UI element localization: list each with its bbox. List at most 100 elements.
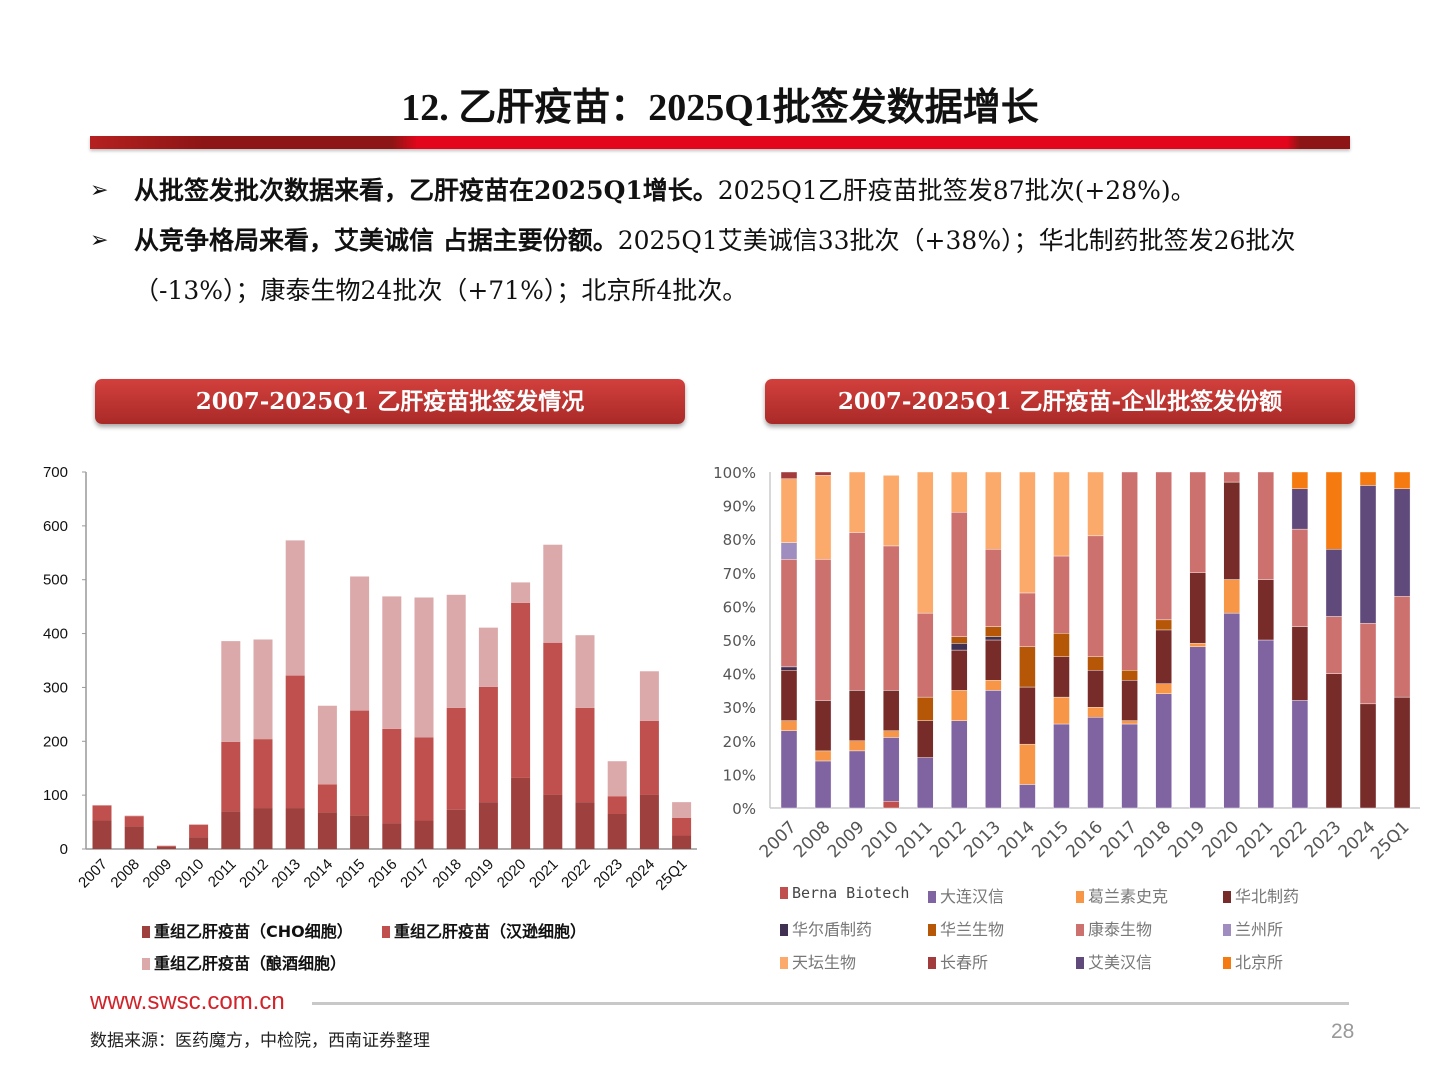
- bar-segment-2013-1: [985, 690, 1002, 809]
- bar-segment-2016-5: [1087, 656, 1104, 671]
- legend-swatch: [142, 958, 150, 970]
- bar-segment-2017-1: [1121, 723, 1138, 809]
- legend-item: 兰州所: [1223, 916, 1283, 940]
- x-tick-label: 2007: [75, 856, 111, 892]
- x-tick-label: 2008: [107, 856, 143, 892]
- bar-segment-25Q1-3: [1393, 696, 1411, 809]
- bar-segment-2008-2: [124, 815, 144, 817]
- bar-segment-2013-4: [985, 636, 1002, 641]
- bar-segment-2008-6: [814, 559, 832, 701]
- bar-segment-2018-1: [446, 707, 466, 810]
- legend-swatch: [142, 926, 150, 938]
- bar-segment-2017-6: [1121, 471, 1138, 671]
- x-tick-label: 2015: [333, 856, 369, 892]
- bar-segment-2009-6: [848, 532, 866, 691]
- bar-segment-2007-1: [780, 730, 798, 809]
- x-tick-label: 2010: [172, 856, 208, 892]
- bar-segment-2014-0: [317, 812, 337, 849]
- bar-segment-2015-5: [1053, 633, 1070, 658]
- bar-segment-2023-1: [607, 796, 627, 814]
- x-tick-label: 2017: [397, 856, 433, 892]
- bar-segment-2024-2: [639, 671, 659, 721]
- y-tick-label: 10%: [723, 766, 756, 784]
- legend-swatch: [1076, 924, 1084, 936]
- y-tick-label: 600: [43, 518, 68, 535]
- bar-segment-2017-3: [1121, 680, 1138, 721]
- bar-segment-2016-0: [382, 823, 402, 849]
- bar-segment-2019-2: [478, 627, 498, 687]
- bar-segment-2013-0: [285, 808, 305, 849]
- x-tick-label: 2012: [236, 856, 272, 892]
- bar-segment-2007-8: [780, 478, 798, 543]
- title-divider-bar: [90, 136, 1350, 149]
- bar-segment-2020-1: [1223, 612, 1240, 809]
- bar-segment-2012-0: [253, 808, 273, 849]
- bar-segment-2013-2: [985, 680, 1002, 691]
- legend-label: 华兰生物: [940, 920, 1005, 939]
- bar-segment-2009-1: [156, 845, 176, 847]
- x-tick-label: 2021: [1233, 817, 1278, 862]
- bullet-1-text: 2025Q1乙肝疫苗批签发87批次(+28%)。: [717, 176, 1196, 205]
- legend-item: Berna Biotech: [780, 883, 909, 902]
- bar-segment-2014-6: [1019, 592, 1036, 647]
- y-tick-label: 70%: [723, 565, 756, 583]
- bar-segment-25Q1-10: [1393, 488, 1411, 597]
- y-tick-label: 90%: [723, 498, 756, 516]
- x-tick-label: 2016: [365, 856, 401, 892]
- bar-segment-2017-5: [1121, 670, 1138, 681]
- bar-segment-25Q1-1: [672, 817, 692, 836]
- legend-label: 重组乙肝疫苗（酿酒细胞）: [154, 954, 347, 973]
- x-tick-label: 2018: [429, 856, 465, 892]
- x-tick-label: 2017: [1096, 817, 1141, 862]
- bar-segment-2011-1: [917, 757, 934, 809]
- y-tick-label: 40%: [723, 666, 756, 684]
- bar-segment-2016-1: [1087, 717, 1104, 809]
- bar-segment-2020-6: [1223, 471, 1240, 483]
- website-url[interactable]: www.swsc.com.cn: [90, 988, 285, 1015]
- legend-label: 华北制药: [1235, 887, 1300, 906]
- bar-segment-2023-11: [1325, 471, 1343, 550]
- y-tick-label: 80%: [723, 531, 756, 549]
- legend-item: 天坛生物: [780, 949, 856, 973]
- bar-segment-2011-6: [917, 612, 934, 698]
- bar-segment-2024-6: [1359, 623, 1377, 705]
- bar-segment-2023-6: [1325, 616, 1343, 674]
- bar-segment-2021-1: [543, 642, 563, 795]
- bar-segment-2016-2: [382, 596, 402, 729]
- legend-swatch: [780, 887, 788, 899]
- x-tick-label: 2018: [1130, 817, 1175, 862]
- x-tick-label: 2009: [824, 817, 869, 862]
- bar-segment-2011-2: [221, 641, 241, 742]
- x-tick-label: 2013: [268, 856, 304, 892]
- legend-swatch: [1223, 924, 1231, 936]
- bar-segment-2020-2: [1223, 579, 1240, 614]
- legend-swatch: [780, 924, 788, 936]
- bar-segment-2021-0: [543, 794, 563, 849]
- bar-segment-2010-1: [189, 824, 209, 838]
- bar-segment-2009-1: [848, 750, 866, 809]
- bar-segment-2010-6: [882, 545, 900, 691]
- y-tick-label: 0: [60, 841, 68, 858]
- x-tick-label: 2014: [994, 817, 1039, 862]
- x-tick-label: 2024: [623, 856, 659, 892]
- x-tick-label: 2023: [590, 856, 626, 892]
- legend-swatch: [1223, 957, 1231, 969]
- bar-segment-2020-3: [1223, 481, 1240, 580]
- bar-segment-2022-1: [1291, 700, 1309, 809]
- bar-segment-2018-2: [1155, 683, 1172, 694]
- bar-segment-2019-1: [478, 686, 498, 803]
- bar-segment-2014-1: [1019, 784, 1036, 809]
- x-tick-label: 2007: [756, 817, 801, 862]
- bar-segment-2021-2: [543, 544, 563, 643]
- legend-item: 艾美汉信: [1076, 949, 1152, 973]
- bar-segment-2010-0: [882, 801, 900, 809]
- bar-segment-2020-1: [511, 602, 531, 778]
- bar-segment-2007-0: [92, 820, 112, 849]
- legend-swatch: [1076, 891, 1084, 903]
- bar-segment-2012-8: [951, 471, 968, 513]
- legend-swatch: [928, 957, 936, 969]
- bar-segment-2019-0: [478, 802, 498, 849]
- x-tick-label: 2016: [1062, 817, 1107, 862]
- x-tick-label: 2015: [1028, 817, 1073, 862]
